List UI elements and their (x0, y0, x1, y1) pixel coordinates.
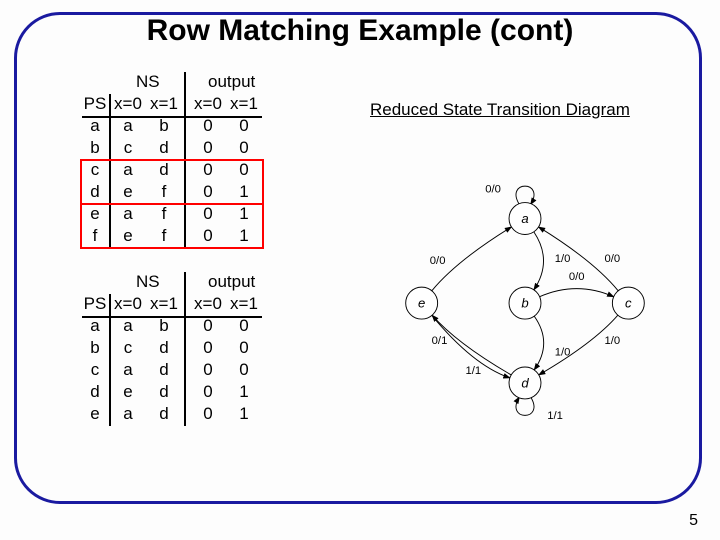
cell-out-x0: 0 (190, 360, 226, 380)
cell-out-x1: 0 (226, 360, 262, 380)
edge-label: 0/0 (485, 183, 501, 195)
cell-ns-x0: e (110, 382, 146, 402)
cell-ps: d (82, 382, 108, 402)
cell-out-x1: 0 (226, 316, 262, 336)
hdr-ps: PS (82, 94, 108, 114)
state-node-label: d (521, 375, 529, 390)
hdr-ns-x0: x=0 (110, 94, 146, 114)
hdr-output: output (208, 72, 255, 92)
edge-label: 0/0 (569, 271, 585, 283)
cell-ns-x0: c (110, 138, 146, 158)
cell-out-x1: 0 (226, 138, 262, 158)
cell-ps: e (82, 404, 108, 424)
cell-ns-x1: d (146, 138, 182, 158)
edge-label: 1/0 (605, 335, 621, 347)
slide-number: 5 (689, 512, 698, 530)
vline (184, 272, 186, 426)
state-node-label: b (521, 296, 528, 311)
edge-label: 1/1 (547, 410, 563, 422)
hdr-ns-x0: x=0 (110, 294, 146, 314)
edge-label: 0/0 (605, 253, 621, 265)
slide-title: Row Matching Example (cont) (0, 14, 720, 48)
hline (82, 116, 262, 118)
cell-ns-x0: a (110, 316, 146, 336)
hdr-out-x0: x=0 (190, 94, 226, 114)
edge-label: 0/0 (430, 255, 446, 267)
edge (534, 316, 543, 370)
edge-label: 1/0 (555, 253, 571, 265)
state-transition-diagram: 0/01/00/01/00/01/01/10/10/01/1aebcd (370, 170, 680, 455)
cell-out-x1: 0 (226, 116, 262, 136)
cell-ns-x0: c (110, 338, 146, 358)
hdr-ns-x1: x=1 (146, 294, 182, 314)
cell-out-x0: 0 (190, 116, 226, 136)
state-node-label: c (625, 296, 632, 311)
cell-out-x1: 1 (226, 382, 262, 402)
cell-ps: b (82, 338, 108, 358)
cell-out-x0: 0 (190, 316, 226, 336)
cell-ps: a (82, 116, 108, 136)
cell-ns-x0: a (110, 404, 146, 424)
cell-ps: b (82, 138, 108, 158)
edge (540, 289, 614, 297)
hline (82, 316, 262, 318)
cell-out-x0: 0 (190, 382, 226, 402)
hdr-output: output (208, 272, 255, 292)
cell-ps: a (82, 316, 108, 336)
edge-label: 1/1 (465, 365, 481, 377)
cell-ns-x1: d (146, 338, 182, 358)
edge (516, 397, 534, 415)
hdr-ns-x1: x=1 (146, 94, 182, 114)
cell-out-x0: 0 (190, 138, 226, 158)
reduced-diagram-label: Reduced State Transition Diagram (370, 100, 630, 120)
cell-ns-x1: b (146, 316, 182, 336)
cell-ns-x0: a (110, 360, 146, 380)
cell-ps: c (82, 360, 108, 380)
hdr-ps: PS (82, 294, 108, 314)
edge-label: 0/1 (432, 335, 448, 347)
hdr-ns: NS (136, 72, 160, 92)
cell-out-x1: 1 (226, 404, 262, 424)
hdr-out-x1: x=1 (226, 294, 262, 314)
hdr-out-x0: x=0 (190, 294, 226, 314)
edge (516, 186, 534, 204)
cell-ns-x1: d (146, 382, 182, 402)
cell-out-x0: 0 (190, 404, 226, 424)
state-node-label: e (418, 296, 425, 311)
cell-ns-x0: a (110, 116, 146, 136)
cell-ns-x1: d (146, 404, 182, 424)
match-highlight (80, 159, 264, 205)
cell-ns-x1: b (146, 116, 182, 136)
vline (109, 294, 111, 426)
cell-ns-x1: d (146, 360, 182, 380)
cell-out-x1: 0 (226, 338, 262, 358)
cell-out-x0: 0 (190, 338, 226, 358)
hdr-ns: NS (136, 272, 160, 292)
match-highlight (80, 203, 264, 249)
state-node-label: a (521, 211, 528, 226)
edge (534, 232, 544, 290)
hdr-out-x1: x=1 (226, 94, 262, 114)
